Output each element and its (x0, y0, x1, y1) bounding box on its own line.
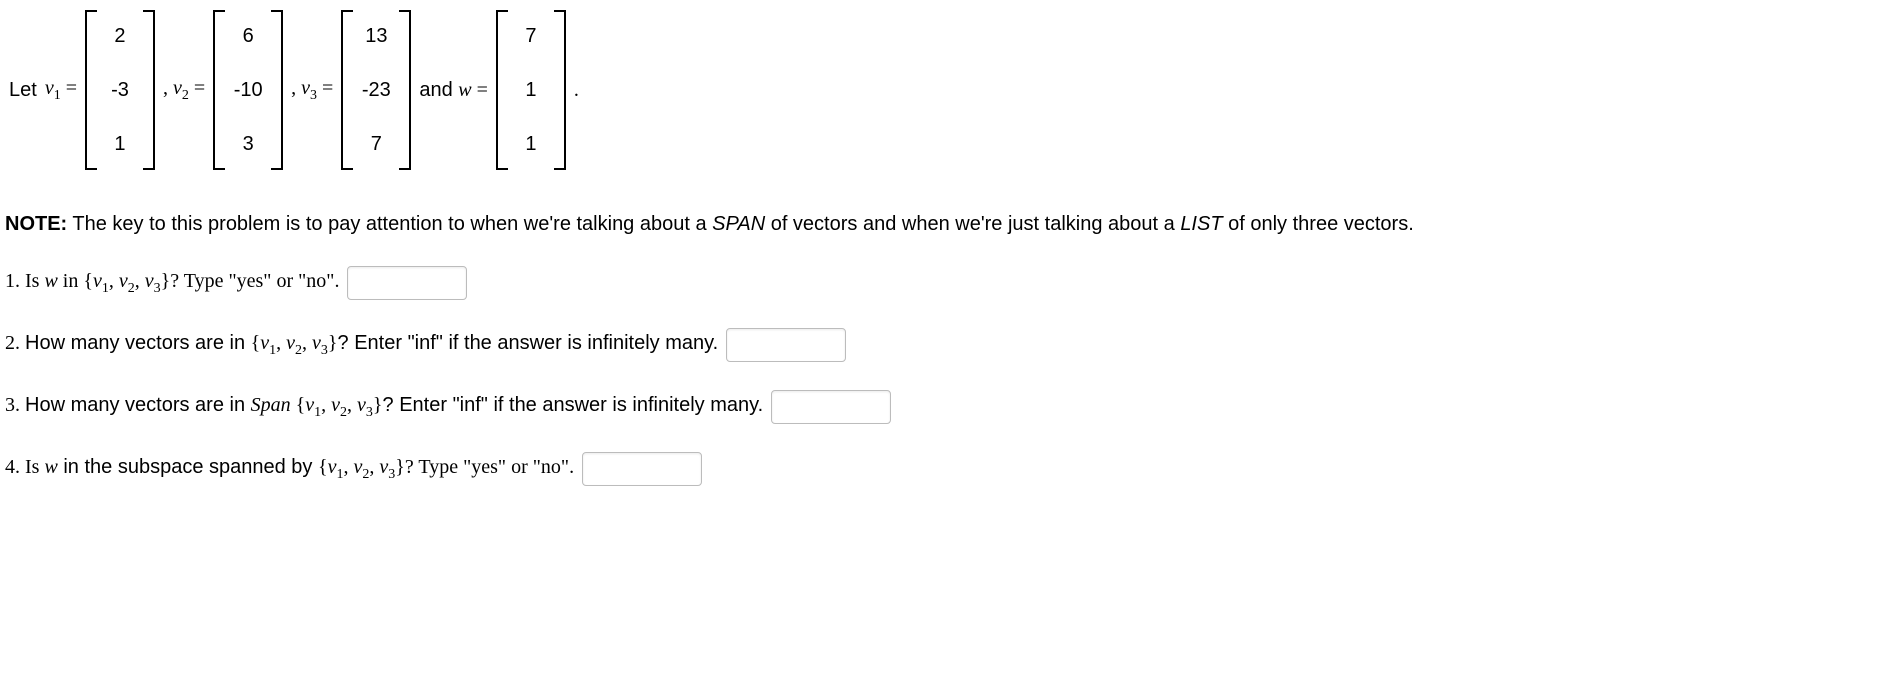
vector-definitions: Let v1 = 2 -3 1 , v2 = 6 -10 3 , v3 = 13… (5, 10, 1895, 170)
question-2: 2. How many vectors are in {v1, v2, v3}?… (5, 328, 1895, 362)
period: . (574, 76, 579, 104)
q1-answer-input[interactable] (347, 266, 467, 300)
let-label: Let (9, 76, 37, 104)
q3-text: 3. How many vectors are in Span {v1, v2,… (5, 391, 763, 423)
v1-label: v1 = (45, 74, 77, 106)
v3-label: , v3 = (291, 74, 333, 106)
question-1: 1. Is w in {v1, v2, v3}? Type "yes" or "… (5, 266, 1895, 300)
q3-answer-input[interactable] (771, 390, 891, 424)
v1-vector: 2 -3 1 (85, 10, 155, 170)
and-label: and w = (419, 76, 488, 104)
note-text: NOTE: The key to this problem is to pay … (5, 210, 1895, 238)
question-4: 4. Is w in the subspace spanned by {v1, … (5, 452, 1895, 486)
v3-vector: 13 -23 7 (341, 10, 411, 170)
v2-vector: 6 -10 3 (213, 10, 283, 170)
q2-answer-input[interactable] (726, 328, 846, 362)
question-3: 3. How many vectors are in Span {v1, v2,… (5, 390, 1895, 424)
q4-text: 4. Is w in the subspace spanned by {v1, … (5, 453, 574, 485)
q4-answer-input[interactable] (582, 452, 702, 486)
q1-text: 1. Is w in {v1, v2, v3}? Type "yes" or "… (5, 267, 339, 299)
v2-label: , v2 = (163, 74, 205, 106)
w-vector: 7 1 1 (496, 10, 566, 170)
q2-text: 2. How many vectors are in {v1, v2, v3}?… (5, 329, 718, 361)
